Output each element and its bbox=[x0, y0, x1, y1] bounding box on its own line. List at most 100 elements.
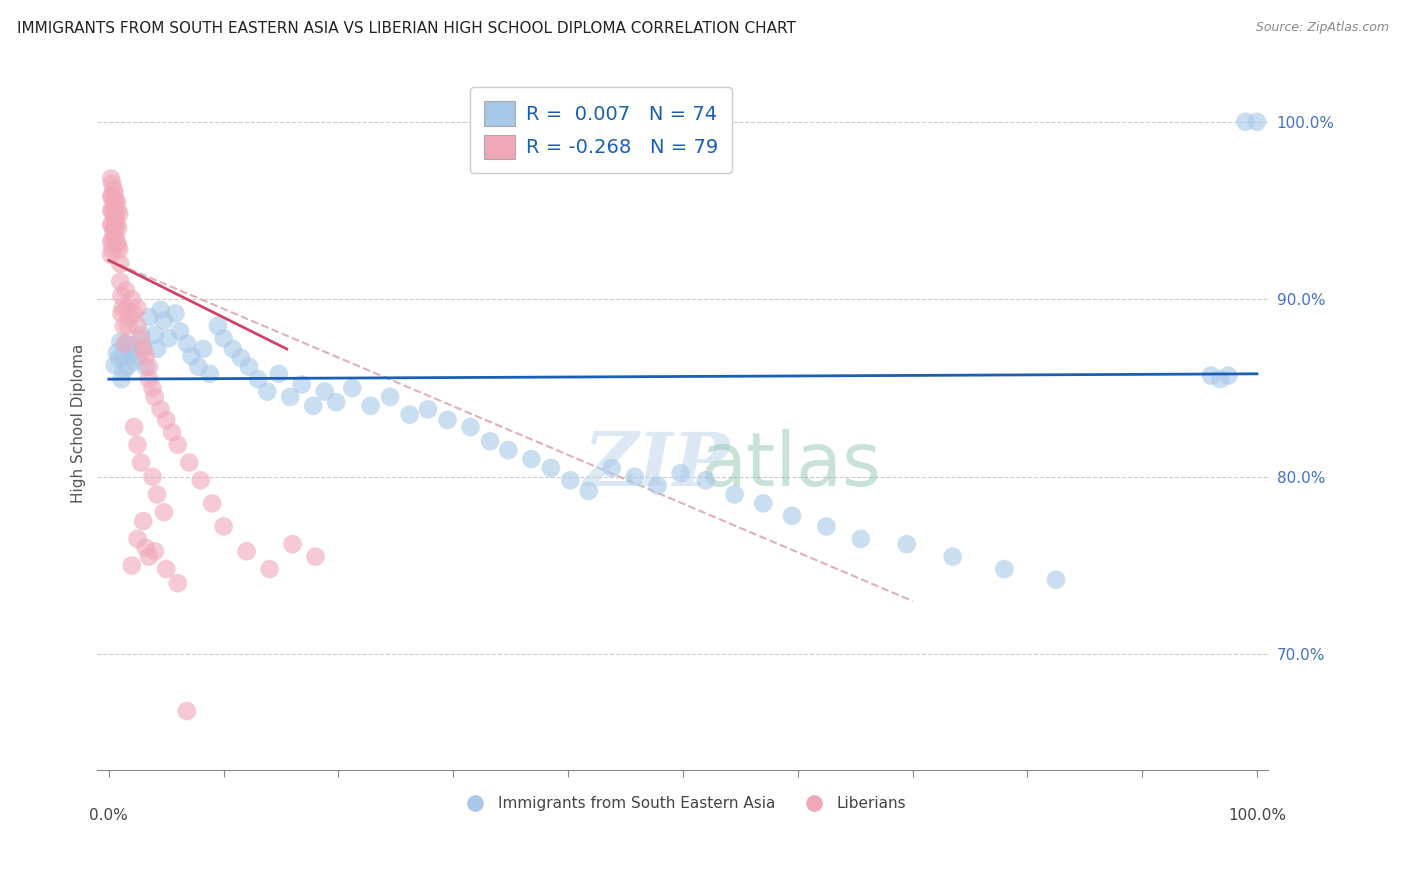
Point bbox=[115, 301, 138, 315]
Point bbox=[149, 402, 172, 417]
Legend: Immigrants from South Eastern Asia, Liberians: Immigrants from South Eastern Asia, Libe… bbox=[454, 790, 912, 817]
Point bbox=[378, 390, 401, 404]
Point bbox=[146, 487, 169, 501]
Point bbox=[108, 243, 131, 257]
Point bbox=[160, 425, 183, 440]
Point bbox=[112, 363, 135, 377]
Point bbox=[498, 443, 520, 458]
Point bbox=[780, 508, 803, 523]
Point bbox=[222, 342, 245, 356]
Point bbox=[114, 336, 136, 351]
Point bbox=[1218, 368, 1240, 383]
Point bbox=[1246, 115, 1268, 129]
Point bbox=[100, 171, 122, 186]
Point bbox=[117, 318, 139, 333]
Point bbox=[201, 496, 224, 510]
Point bbox=[166, 438, 188, 452]
Point bbox=[111, 349, 134, 363]
Point bbox=[212, 331, 235, 345]
Point bbox=[723, 487, 745, 501]
Point bbox=[695, 473, 717, 487]
Point bbox=[155, 562, 177, 576]
Point bbox=[110, 334, 132, 349]
Point bbox=[115, 284, 138, 298]
Point bbox=[520, 452, 543, 467]
Point bbox=[212, 519, 235, 533]
Point bbox=[122, 306, 145, 320]
Point bbox=[103, 194, 125, 209]
Point bbox=[135, 541, 157, 555]
Point bbox=[129, 327, 152, 342]
Point bbox=[110, 289, 132, 303]
Text: atlas: atlas bbox=[700, 428, 882, 501]
Point bbox=[416, 402, 439, 417]
Point bbox=[207, 318, 229, 333]
Point bbox=[104, 212, 127, 227]
Point bbox=[110, 372, 132, 386]
Point bbox=[176, 336, 198, 351]
Point bbox=[132, 342, 155, 356]
Point bbox=[815, 519, 838, 533]
Point bbox=[100, 203, 122, 218]
Point bbox=[302, 399, 325, 413]
Point bbox=[103, 182, 125, 196]
Point bbox=[752, 496, 775, 510]
Point bbox=[198, 367, 221, 381]
Point bbox=[104, 194, 127, 209]
Point bbox=[325, 395, 347, 409]
Point bbox=[135, 359, 157, 374]
Point bbox=[107, 203, 129, 218]
Point bbox=[229, 351, 252, 365]
Point bbox=[1199, 368, 1222, 383]
Point bbox=[103, 358, 125, 372]
Point bbox=[304, 549, 326, 564]
Point bbox=[281, 537, 304, 551]
Point bbox=[291, 377, 314, 392]
Point bbox=[103, 207, 125, 221]
Point bbox=[166, 576, 188, 591]
Point bbox=[153, 313, 176, 327]
Text: ZIP: ZIP bbox=[583, 429, 730, 501]
Text: 100.0%: 100.0% bbox=[1227, 808, 1286, 823]
Point bbox=[235, 544, 257, 558]
Point bbox=[600, 461, 623, 475]
Point bbox=[103, 225, 125, 239]
Point bbox=[129, 456, 152, 470]
Point bbox=[176, 704, 198, 718]
Text: 0.0%: 0.0% bbox=[90, 808, 128, 823]
Point bbox=[153, 505, 176, 519]
Point bbox=[191, 342, 214, 356]
Point bbox=[105, 218, 128, 232]
Point bbox=[143, 390, 166, 404]
Point bbox=[112, 318, 135, 333]
Point bbox=[143, 544, 166, 558]
Point bbox=[149, 302, 172, 317]
Point bbox=[127, 301, 149, 315]
Point bbox=[398, 408, 420, 422]
Point bbox=[101, 232, 124, 246]
Point bbox=[993, 562, 1015, 576]
Point bbox=[146, 342, 169, 356]
Point bbox=[118, 310, 141, 324]
Point bbox=[103, 221, 125, 235]
Point bbox=[190, 473, 212, 487]
Point bbox=[143, 327, 166, 342]
Point bbox=[135, 349, 157, 363]
Point bbox=[141, 469, 163, 483]
Y-axis label: High School Diploma: High School Diploma bbox=[72, 343, 86, 503]
Point bbox=[115, 336, 138, 351]
Point bbox=[132, 340, 155, 354]
Point bbox=[179, 456, 201, 470]
Point bbox=[101, 203, 124, 218]
Point bbox=[479, 434, 502, 449]
Point bbox=[105, 194, 128, 209]
Point bbox=[103, 203, 125, 218]
Point bbox=[121, 293, 143, 307]
Point bbox=[108, 207, 131, 221]
Point bbox=[256, 384, 278, 399]
Point bbox=[107, 221, 129, 235]
Point bbox=[138, 372, 160, 386]
Point bbox=[127, 318, 149, 333]
Point bbox=[157, 331, 180, 345]
Point bbox=[121, 558, 143, 573]
